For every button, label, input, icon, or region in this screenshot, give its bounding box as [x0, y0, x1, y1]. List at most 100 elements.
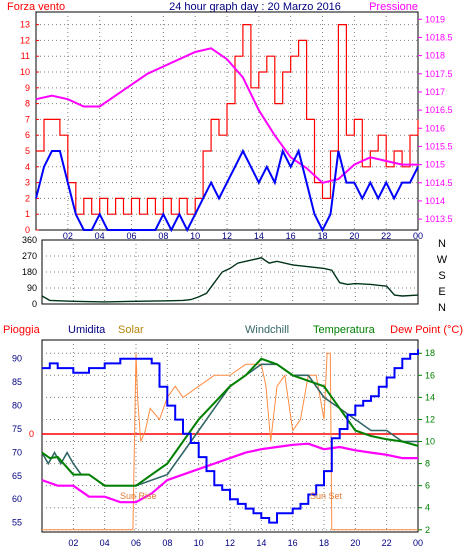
temperature-axis-ticks: 2 4 6 8 10 12 14 16 18: [418, 348, 435, 535]
wind-pressure-panel: Forza vento 24 hour graph day : 20 Marzo…: [7, 1, 453, 241]
temperature-tick-label: 2: [425, 525, 430, 535]
time-tick-label: 14: [256, 538, 266, 548]
compass-label: E: [438, 286, 445, 298]
wind-tick-label: 8: [25, 99, 30, 109]
compass-label: W: [437, 254, 448, 266]
humidity-tick-label: 75: [12, 424, 22, 434]
grid-3: [42, 340, 418, 532]
sunrise-annotation: Sun Rise: [120, 491, 157, 501]
wind-tick-label: 3: [25, 178, 30, 188]
pressure-tick-label: 1014.5: [425, 178, 453, 188]
grid-2: [42, 240, 418, 304]
pressure-label: Pressione: [369, 1, 418, 13]
pressure-tick-label: 1015.5: [425, 141, 453, 151]
direction-tick-label: 360: [22, 235, 37, 245]
humidity-tick-label: 60: [12, 494, 22, 504]
time-tick-label: 04: [100, 538, 110, 548]
humidity-tick-label: 70: [12, 447, 22, 457]
time-tick-label: 10: [194, 538, 204, 548]
time-tick-label: 04: [95, 231, 105, 241]
pressure-tick-label: 1019: [425, 14, 445, 24]
temperature-tick-label: 18: [425, 348, 435, 358]
temperature-line: [41, 357, 419, 487]
grid-1: [36, 12, 418, 230]
time-tick-label: 08: [158, 231, 168, 241]
wind-tick-label: 4: [25, 162, 30, 172]
time-tick-label: 18: [317, 231, 327, 241]
humidity-tick-label: 85: [12, 377, 22, 387]
pressure-axis-ticks: 1013.5 1014 1014.5 1015 1015.5 1016 1016.5 1017…: [418, 14, 453, 224]
time-tick-label: 10: [190, 231, 200, 241]
time-tick-label: 06: [131, 538, 141, 548]
time-tick-label: 00: [413, 231, 423, 241]
wind-tick-label: 6: [25, 130, 30, 140]
temperature-tick-label: 16: [425, 370, 435, 380]
time-tick-label: 08: [162, 538, 172, 548]
direction-tick-label: 0: [32, 299, 37, 309]
time-tick-label: 16: [288, 538, 298, 548]
time-tick-label: 02: [68, 538, 78, 548]
wind-tick-label: 0: [25, 225, 30, 235]
direction-tick-label: 90: [27, 283, 37, 293]
time-tick-label: 12: [222, 231, 232, 241]
time-tick-label: 16: [286, 231, 296, 241]
humidity-tick-label: 80: [12, 401, 22, 411]
wind-label: Forza vento: [7, 1, 65, 13]
time-tick-label: 12: [225, 538, 235, 548]
direction-line: [41, 257, 419, 303]
dewpoint-label: Dew Point (°C): [390, 324, 463, 336]
time-tick-label: 22: [381, 231, 391, 241]
compass-label: N: [438, 238, 446, 250]
direction-axis-ticks: 0 90 180 270 360: [22, 235, 37, 309]
solar-label: Solar: [118, 324, 144, 336]
pressure-tick-label: 1018.5: [425, 32, 453, 42]
pressure-tick-label: 1013.5: [425, 214, 453, 224]
series-3: [41, 349, 419, 531]
series-1: [35, 24, 419, 233]
pressure-tick-label: 1018: [425, 51, 445, 61]
sunset-annotation: Sun Set: [310, 491, 343, 501]
time-tick-label: 02: [63, 231, 73, 241]
wind-tick-label: 10: [20, 67, 30, 77]
humidity-axis-ticks: 55 60 65 70 75 80 85 90: [12, 354, 22, 528]
wind-tick-label: 5: [25, 146, 30, 156]
temperature-tick-label: 10: [425, 437, 435, 447]
wind-tick-label: 13: [20, 20, 30, 30]
direction-tick-label: 180: [22, 267, 37, 277]
time-tick-label: 06: [126, 231, 136, 241]
time-tick-label: 00: [413, 538, 423, 548]
pressure-tick-label: 1014: [425, 196, 445, 206]
temp-humidity-panel: Pioggia Umidita Solar Windchill Temperat…: [3, 324, 463, 548]
time-tick-label: 20: [349, 231, 359, 241]
series-2: [41, 257, 419, 303]
time-tick-label: 18: [319, 538, 329, 548]
temperature-tick-label: 8: [425, 459, 430, 469]
temperature-tick-label: 4: [425, 503, 430, 513]
compass-label: S: [438, 270, 445, 282]
dewpoint-line: [41, 442, 418, 504]
time-axis-ticks-3: 02 04 06 08 10 12 14 16 18 20 22 00: [68, 538, 423, 548]
temperature-tick-label: 14: [425, 392, 435, 402]
chart-title: 24 hour graph day : 20 Marzo 2016: [169, 1, 341, 13]
wind-tick-label: 1: [25, 209, 30, 219]
wind-tick-label: 11: [21, 51, 30, 61]
pressure-tick-label: 1016: [425, 123, 445, 133]
windchill-label: Windchill: [245, 324, 289, 336]
temperature-tick-label: 12: [425, 414, 435, 424]
humidity-line: [42, 349, 419, 524]
direction-tick-label: 270: [22, 251, 37, 261]
humidity-tick-label: 65: [12, 471, 22, 481]
pressure-tick-label: 1016.5: [425, 105, 453, 115]
temperature-tick-label: 6: [425, 481, 430, 491]
pressure-line: [35, 47, 418, 184]
wind-average-line: [35, 148, 419, 233]
wind-tick-label: 12: [20, 35, 30, 45]
humidity-label: Umidita: [68, 324, 106, 336]
rain-label: Pioggia: [3, 324, 41, 336]
wind-tick-label: 9: [25, 83, 30, 93]
time-tick-label: 22: [382, 538, 392, 548]
pressure-tick-label: 1015: [425, 160, 445, 170]
